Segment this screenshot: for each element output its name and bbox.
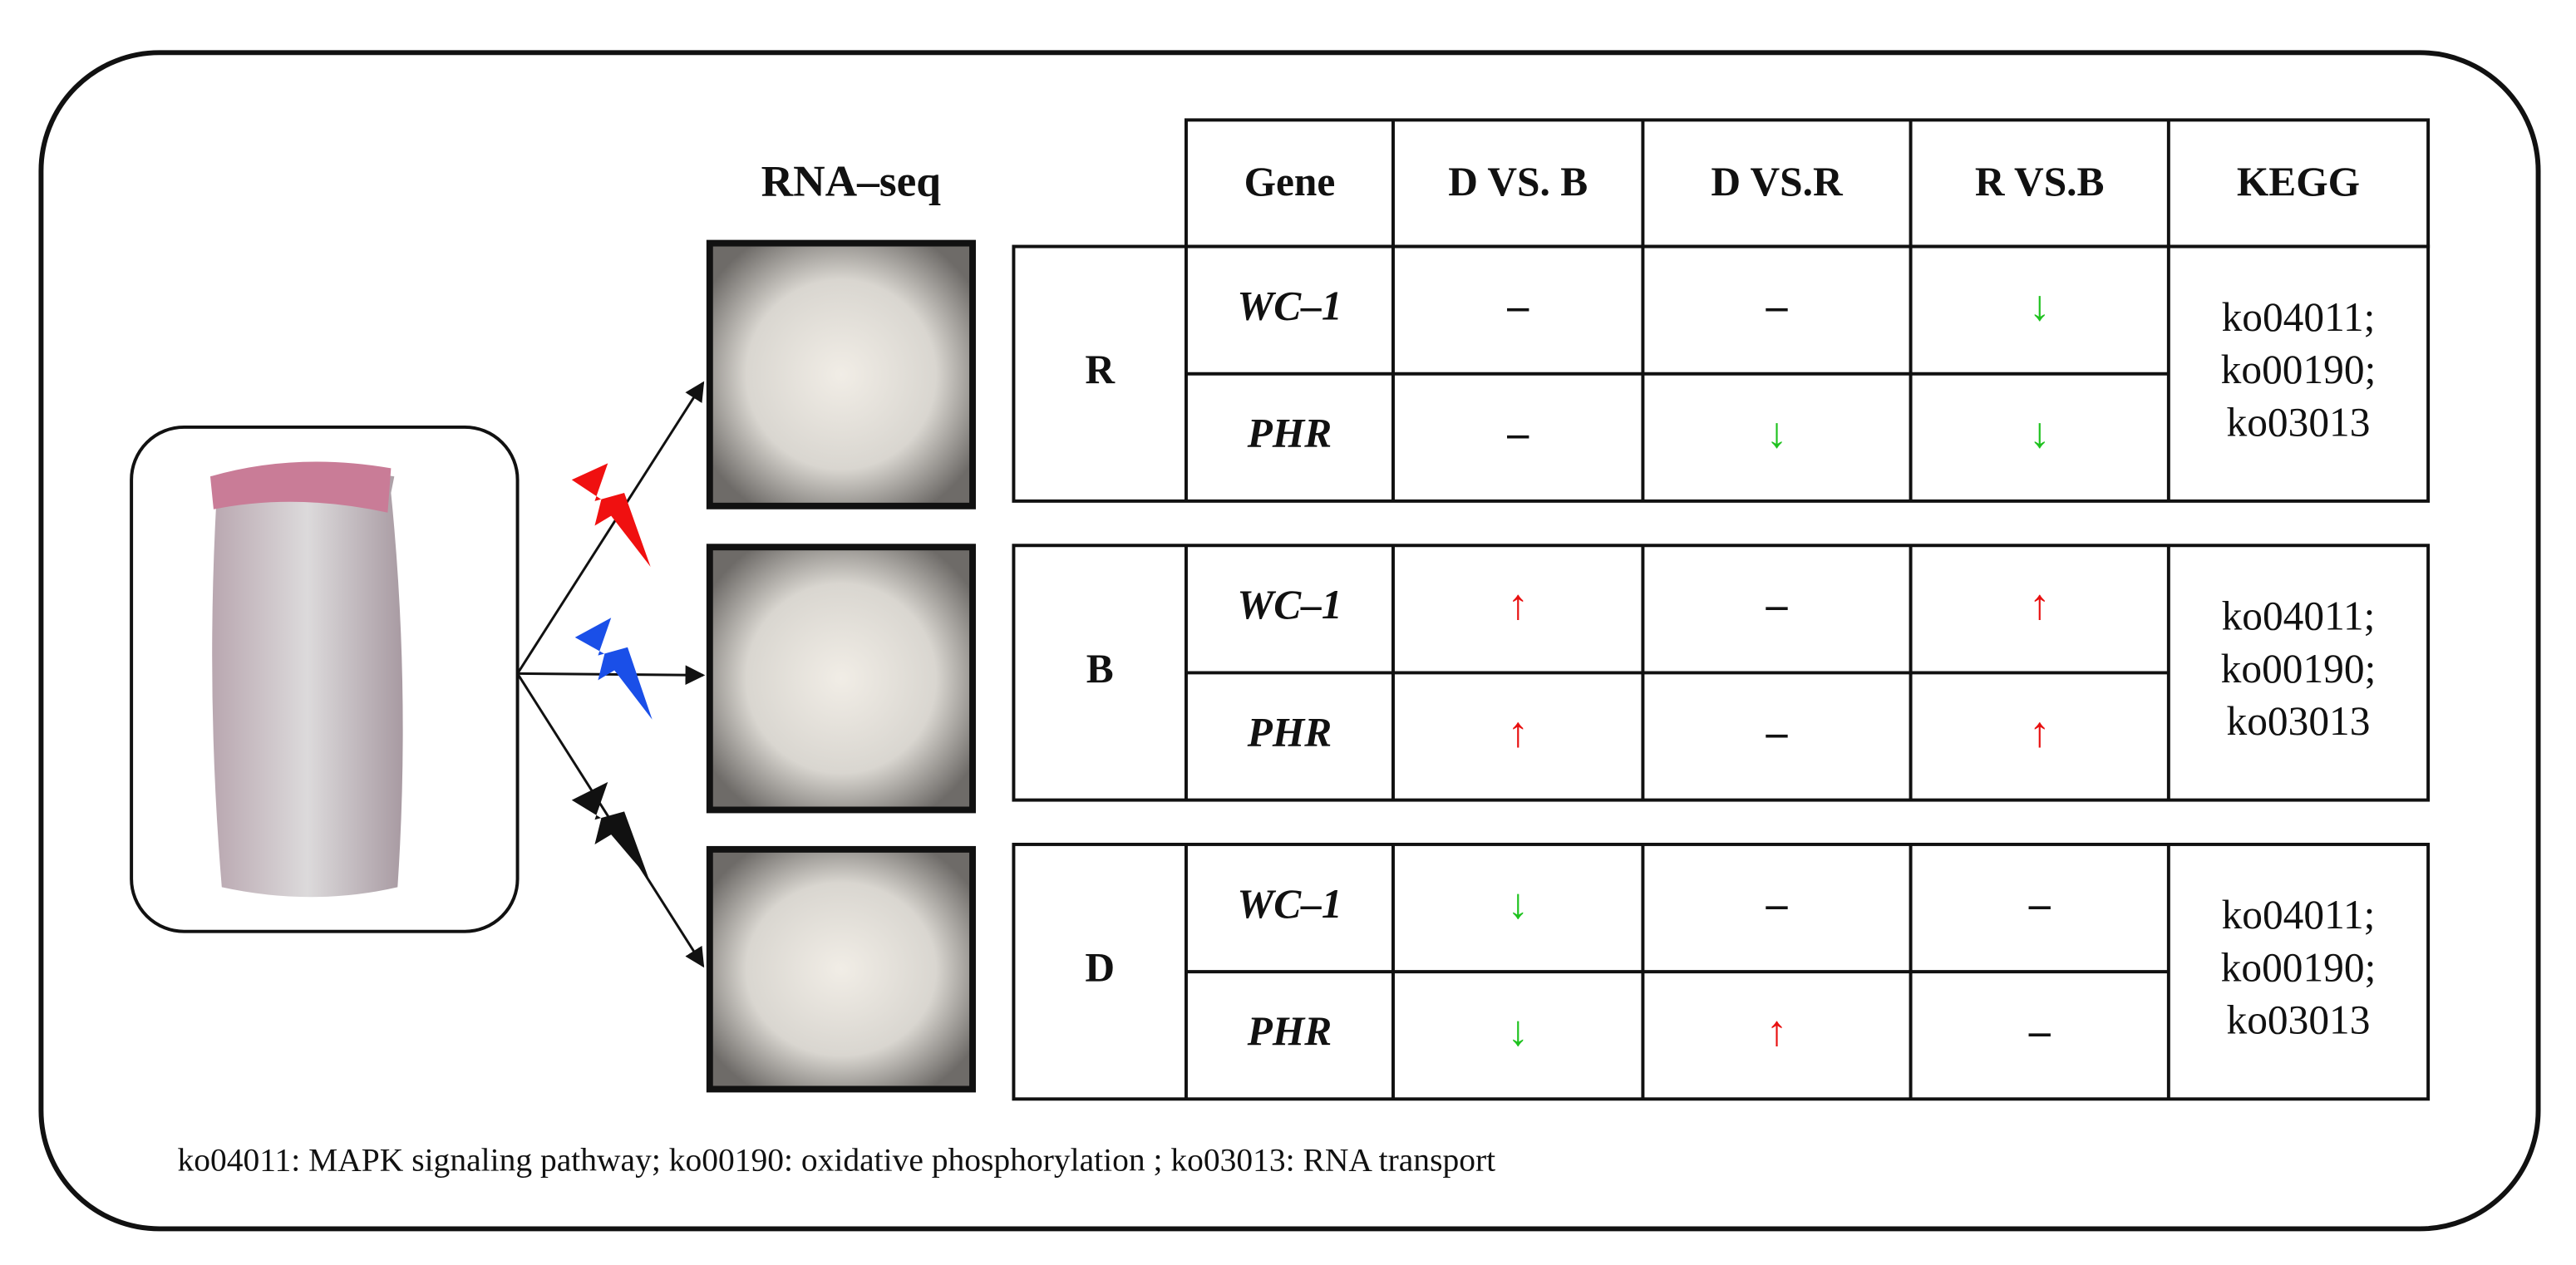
photo-d [706,845,976,1093]
bag-top [209,461,392,513]
change-indicator: ↓ [1507,880,1529,928]
change-indicator: – [2028,1008,2051,1056]
light-bolt-red [571,463,651,567]
group-box [1012,842,2431,1101]
change-indicator: – [2028,880,2051,928]
group-label: R [1085,347,1116,392]
footnote: ko04011: MAPK signaling pathway; ko00190… [177,1141,1495,1178]
kegg-id: ko00190; [2221,646,2377,692]
rna-seq-label: RNA–seq [761,156,942,206]
kegg-id: ko04011; [2222,294,2376,340]
kegg-id: ko04011; [2222,593,2376,639]
change-indicator: ↓ [1507,1008,1529,1056]
gene-name: PHR [1247,709,1332,755]
light-bolt-black [571,781,649,879]
change-indicator: – [1766,709,1789,756]
kegg-id: ko03013 [2227,698,2371,744]
change-indicator: ↑ [1766,1008,1788,1056]
header-cell: KEGG [2237,159,2360,204]
arrow [517,665,706,686]
bag-image [212,470,403,898]
kegg-id: ko03013 [2227,997,2371,1043]
header-cell: Gene [1244,159,1336,204]
outer-frame [38,50,2541,1232]
change-indicator: – [1766,283,1789,330]
arrow [516,381,705,675]
change-indicator: ↑ [1507,709,1529,756]
change-indicator: – [1506,410,1529,457]
header-cell: R VS.B [1975,159,2105,204]
group-label: D [1085,944,1115,990]
header-cell: D VS. B [1448,159,1588,204]
change-indicator: – [1766,880,1789,928]
change-indicator: – [1506,283,1529,330]
change-indicator: ↑ [2029,582,2051,629]
change-indicator: – [1766,582,1789,629]
kegg-id: ko00190; [2221,944,2377,990]
group-label: B [1086,646,1114,692]
gene-name: PHR [1247,411,1332,456]
photos [706,239,976,1093]
group-box [1012,244,2431,503]
photo-b [706,544,976,814]
gene-name: WC–1 [1237,582,1342,628]
photo-r [706,239,976,509]
kegg-id: ko03013 [2227,399,2371,445]
change-indicator: ↑ [2029,709,2051,756]
kegg-id: ko04011; [2222,892,2376,938]
table: Gene D VS. B D VS.R R VS.B KEGG R WC–1 – – ↓ PHR – ↓… [1012,118,2431,1101]
change-indicator: ↓ [2029,283,2051,330]
change-indicator: ↓ [1766,410,1788,457]
change-indicator: ↑ [1507,582,1529,629]
gene-name: WC–1 [1237,283,1342,328]
gene-name: WC–1 [1237,881,1342,927]
gene-name: PHR [1247,1008,1332,1054]
light-bolt-blue [574,618,653,720]
group-box [1012,544,2431,802]
header-cell: D VS.R [1711,159,1844,204]
kegg-id: ko00190; [2221,347,2377,392]
change-indicator: ↓ [2029,410,2051,457]
